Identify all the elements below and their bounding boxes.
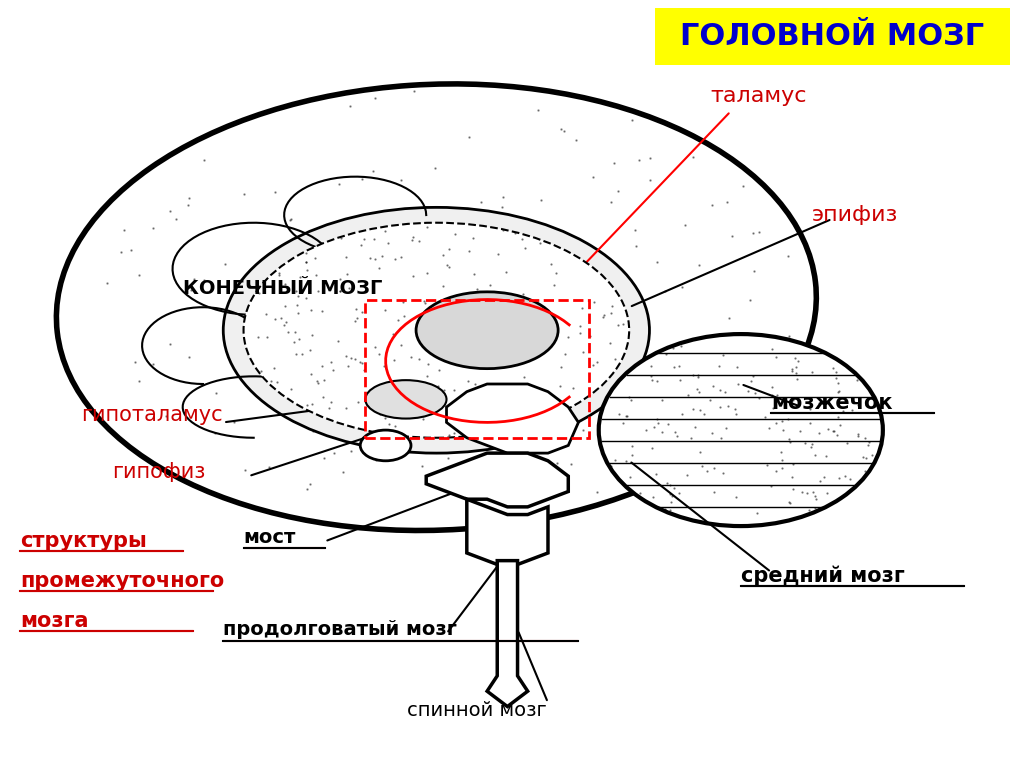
Bar [366,300,589,438]
Ellipse shape [223,207,649,453]
Ellipse shape [366,380,446,419]
Text: мозга: мозга [20,611,89,631]
Text: продолговатый мозг: продолговатый мозг [223,621,457,639]
Polygon shape [446,384,579,453]
Text: гипофиз: гипофиз [112,462,205,482]
Ellipse shape [416,292,558,369]
Text: спинной мозг: спинной мозг [408,701,547,720]
Ellipse shape [244,223,629,438]
Text: мост: мост [244,528,296,547]
Text: мозжечок: мозжечок [771,393,893,413]
Ellipse shape [599,334,883,526]
Text: таламус: таламус [711,86,807,106]
Polygon shape [426,453,568,507]
Bar [654,8,1010,65]
Text: промежуточного: промежуточного [20,571,224,591]
Ellipse shape [360,430,411,461]
Text: КОНЕЧНЫЙ МОЗГ: КОНЕЧНЫЙ МОЗГ [182,279,382,297]
Text: средний мозг: средний мозг [740,566,904,586]
Text: гипоталамус: гипоталамус [81,405,223,425]
Polygon shape [487,561,527,707]
Text: структуры: структуры [20,531,147,551]
Polygon shape [467,499,548,568]
Text: ГОЛОВНОЙ МОЗГ: ГОЛОВНОЙ МОЗГ [680,22,984,51]
Text: эпифиз: эпифиз [812,205,898,225]
Ellipse shape [56,84,816,531]
